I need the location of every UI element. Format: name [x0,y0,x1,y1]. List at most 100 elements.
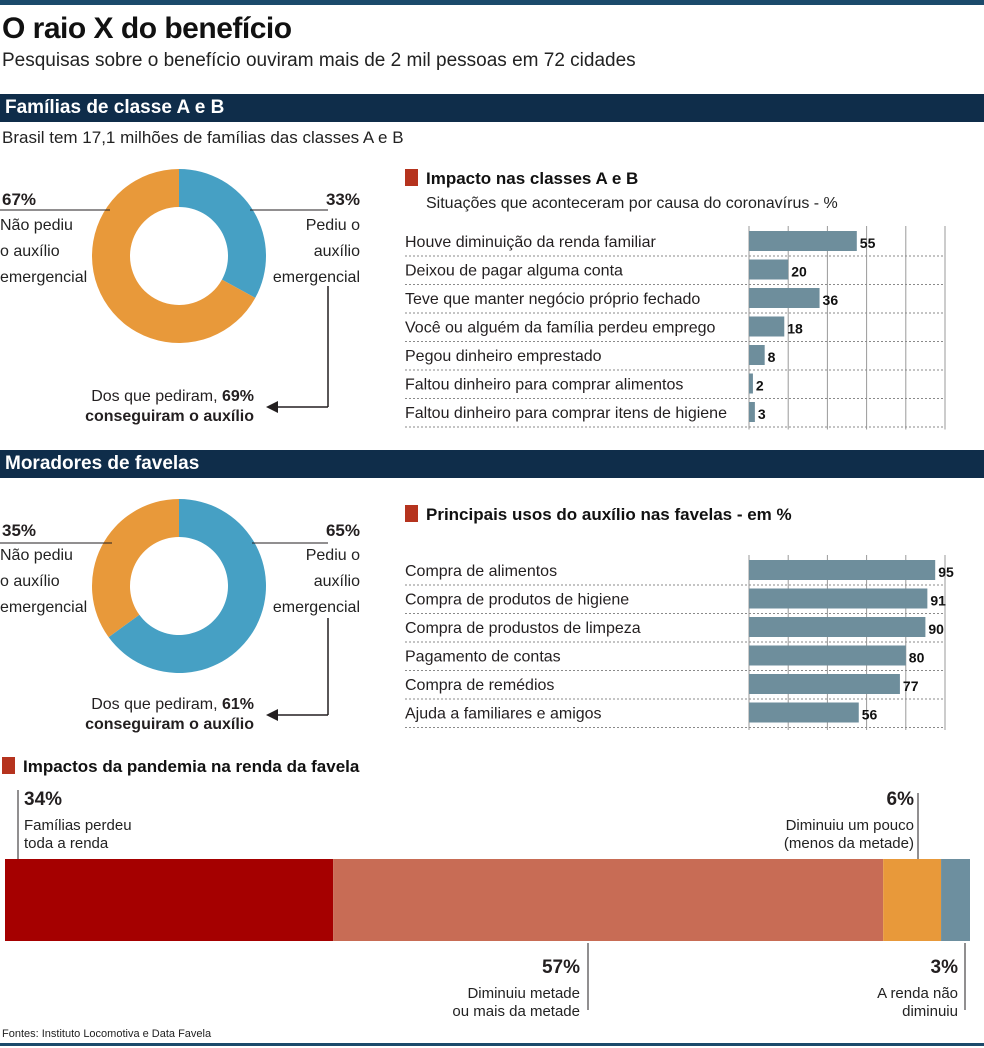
bar [749,560,936,580]
value-label: 56 [862,707,878,723]
value-label: 36 [823,292,839,308]
bar [749,588,928,609]
category-label: Compra de produtos de higiene [405,592,629,609]
donut-note-favelas: Dos que pediram, 61% conseguiram o auxíl… [85,695,254,735]
note-prefix: Dos que pediram, [91,388,218,405]
label-line: auxílio [313,243,360,260]
red-square-icon [2,757,15,774]
section-header-ab: Famílias de classe A e B [0,94,984,122]
donut-slice-pediu [179,169,266,298]
category-label: Compra de alimentos [405,563,557,580]
label-line: Famílias perdeu [24,817,132,834]
value-label: 2 [756,378,764,394]
bar [749,259,789,280]
donut-left-pct: 67% [2,190,37,209]
bar [749,231,857,251]
page-title: O raio X do benefício [2,12,292,45]
arrow-head-icon [266,401,278,413]
category-label: Pegou dinheiro emprestado [405,348,602,365]
donut-area-ab [0,169,329,413]
label-line: emergencial [272,599,360,616]
category-label: Você ou alguém da família perdeu emprego [405,320,716,337]
label-line: emergencial [272,269,360,286]
donut-right-label: Pediu o auxílio emergencial [273,213,360,291]
note-pct: 61% [221,696,254,713]
stacked-bar-chart [5,790,970,1010]
category-label: Pagamento de contas [405,649,561,666]
segment-nao-diminuiu [941,859,970,941]
value-label: 8 [768,349,776,365]
donut-right-pct: 65% [325,521,360,540]
label-line: Diminuiu metade [467,985,580,1002]
stack-label-a: Famílias perdeu toda a renda [24,817,132,853]
donut-note-ab: Dos que pediram, 69% conseguiram o auxíl… [85,387,254,427]
value-label: 20 [791,264,807,280]
arrow-head-icon [266,709,278,721]
value-label: 77 [903,678,919,694]
bar [749,288,820,308]
stack-pct-c: 6% [886,789,914,810]
bottom-rule [0,1043,984,1046]
note-suffix: conseguiram o auxílio [85,716,254,733]
stack-title: Impactos da pandemia na renda da favela [2,757,359,777]
value-label: 3 [758,406,766,422]
value-label: 18 [787,321,803,337]
label-line: Pediu o [305,217,360,234]
note-suffix: conseguiram o auxílio [85,408,254,425]
category-label: Ajuda a familiares e amigos [405,706,602,723]
donut-left-label: Não pediu o auxílio emergencial [0,213,87,291]
bar [749,316,785,337]
bar [749,702,859,723]
value-label: 95 [938,564,954,580]
section-header-favelas: Moradores de favelas [0,450,984,478]
label-line: (menos da metade) [783,835,914,852]
bars-title-favelas: Principais usos do auxílio nas favelas -… [405,505,792,525]
value-label: 55 [860,235,876,251]
bar [749,645,906,666]
donut-area-favelas [0,499,329,721]
label-line: auxílio [313,573,360,590]
label-line: diminuiu [902,1003,958,1020]
donut-chart-ab [91,169,266,343]
stack-label-b: Diminuiu metade ou mais da metade [452,985,580,1021]
label-line: o auxílio [0,573,60,590]
top-rule [0,0,984,5]
category-label: Compra de produstos de limpeza [405,620,641,637]
red-square-icon [405,169,418,186]
category-label: Faltou dinheiro para comprar alimentos [405,377,683,394]
donut-slice-pediu [108,499,267,673]
bars-title-ab: Impacto nas classes A e B [405,169,638,189]
segment-diminuiu-metade [333,859,884,941]
donut-left-label: Não pediu o auxílio emergencial [0,543,87,621]
value-label: 80 [909,650,925,666]
label-line: emergencial [0,599,88,616]
label-line: Diminuiu um pouco [785,817,914,834]
bar-chart-favelas: Compra de alimentos 95 Compra de produtos … [405,555,954,730]
label-line: A renda não [877,985,958,1002]
stack-pct-b: 57% [541,957,580,978]
section-subtitle-ab: Brasil tem 17,1 milhões de famílias das … [2,128,404,147]
bar-chart-ab: Houve diminuição da renda familiar 55 Deix… [405,226,946,430]
donut-slice-nao-pediu [91,169,256,343]
bar [749,617,926,637]
category-label: Houve diminuição da renda familiar [405,234,656,251]
note-pct: 69% [221,388,254,405]
label-line: Não pediu [0,547,73,564]
stack-pct-a: 34% [24,789,63,810]
bars-title-text: Impacto nas classes A e B [426,169,639,188]
red-square-icon [405,505,418,522]
label-line: Não pediu [0,217,73,234]
category-label: Compra de remédios [405,677,554,694]
label-line: Pediu o [305,547,360,564]
stack-label-c: Diminuiu um pouco (menos da metade) [784,817,914,853]
donut-chart-favelas [92,499,267,673]
value-label: 90 [928,621,944,637]
footer-sources: Fontes: Instituto Locomotiva e Data Fave… [2,1028,212,1040]
note-prefix: Dos que pediram, [91,696,218,713]
category-label: Faltou dinheiro para comprar itens de hi… [405,405,727,422]
bar [749,373,753,394]
segment-perdeu-toda [5,859,334,941]
label-line: emergencial [0,269,88,286]
bars-subtitle-ab: Situações que aconteceram por causa do c… [426,195,838,212]
category-label: Deixou de pagar alguma conta [405,263,623,280]
